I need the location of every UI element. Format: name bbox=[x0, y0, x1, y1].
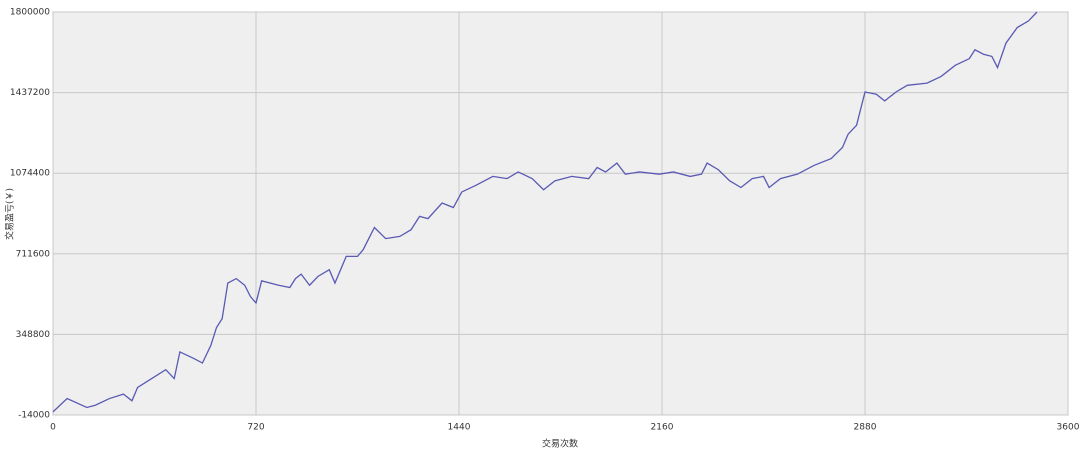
x-tick-label: 2160 bbox=[651, 423, 674, 433]
y-tick-label: 1074400 bbox=[10, 169, 50, 179]
x-axis-label: 交易次数 bbox=[542, 438, 578, 450]
y-tick-label: 1800000 bbox=[10, 8, 50, 18]
x-tick-label: 0 bbox=[50, 423, 56, 433]
line-series bbox=[52, 11, 1038, 413]
y-tick-label: 348800 bbox=[16, 330, 51, 340]
x-tick-label: 2880 bbox=[854, 423, 877, 433]
x-tick-label: 720 bbox=[247, 423, 264, 433]
y-tick-label: -14000 bbox=[18, 411, 50, 421]
x-tick-label: 1440 bbox=[448, 423, 471, 433]
y-tick-label: 711600 bbox=[16, 249, 51, 259]
x-tick-label: 3600 bbox=[1057, 423, 1080, 433]
plot-area bbox=[52, 11, 1069, 416]
y-tick-label: 1437200 bbox=[10, 88, 50, 98]
y-axis-label: 交易盈亏(￥) bbox=[4, 188, 16, 240]
